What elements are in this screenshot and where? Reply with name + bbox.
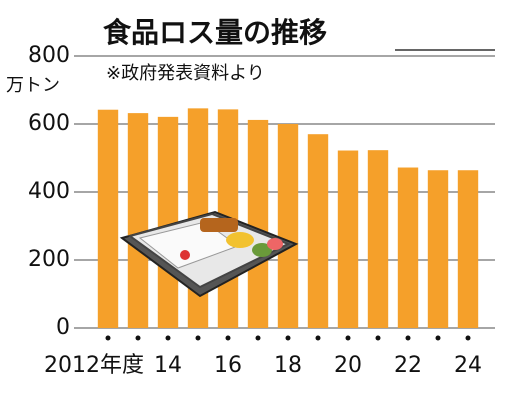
bento-illustration: [119, 210, 299, 298]
chart-title: 食品ロス量の推移: [103, 16, 327, 49]
bar: [127, 113, 149, 329]
bar: [457, 170, 479, 328]
tick-dot: [435, 335, 441, 341]
y-tick-label: 400: [28, 179, 70, 204]
tick-dot: [135, 335, 141, 341]
tick-dot: [315, 335, 321, 341]
tick-dot: [285, 335, 291, 341]
x-tick-label: 22: [394, 353, 422, 378]
tick-dot: [105, 335, 111, 341]
bar: [427, 170, 449, 328]
y-tick-label: 0: [56, 315, 70, 340]
tick-dot: [465, 335, 471, 341]
x-tick-label: 16: [214, 353, 242, 378]
x-tick-label: 2012年度: [44, 353, 144, 378]
tick-dot: [195, 335, 201, 341]
x-tick-label: 20: [334, 353, 362, 378]
y-tick-label: 600: [28, 111, 70, 136]
tick-dot: [375, 335, 381, 341]
tick-dot: [165, 335, 171, 341]
bar: [337, 150, 359, 328]
x-tick-label: 14: [154, 353, 182, 378]
chart-subtitle: ※政府発表資料より: [106, 63, 265, 84]
bar: [397, 167, 419, 328]
bar: [367, 150, 389, 328]
x-tick-label: 18: [274, 353, 302, 378]
tick-dot: [405, 335, 411, 341]
bar: [97, 109, 119, 328]
tick-dot: [255, 335, 261, 341]
tick-dot: [345, 335, 351, 341]
y-axis-unit: 万トン: [6, 75, 60, 96]
bar: [277, 124, 299, 328]
y-tick-label: 800: [28, 43, 70, 68]
bar: [247, 119, 269, 328]
x-tick-label: 24: [454, 353, 482, 378]
plot: 0 200 400 600 800 2012年度 14 16 18 20 22 24: [28, 43, 495, 378]
y-tick-label: 200: [28, 247, 70, 272]
tick-dot: [225, 335, 231, 341]
bar: [307, 134, 329, 328]
